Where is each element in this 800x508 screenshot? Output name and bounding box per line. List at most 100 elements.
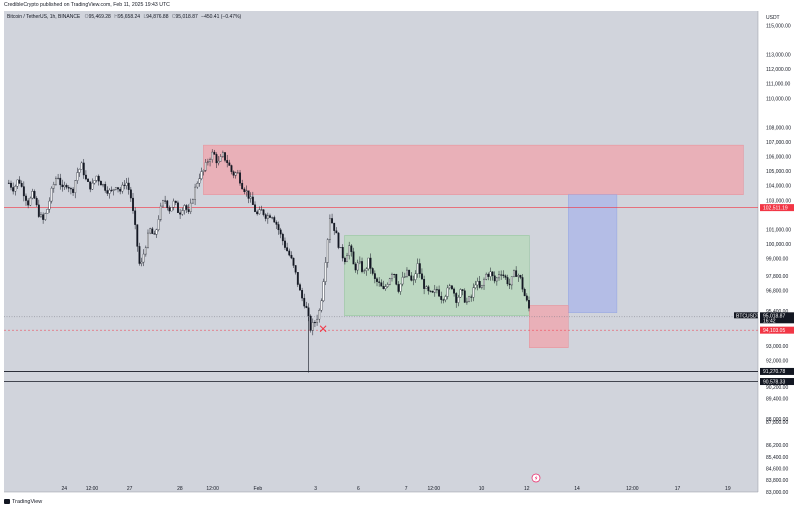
candle-body — [134, 210, 137, 225]
candle-body — [46, 209, 49, 214]
candle-body — [172, 200, 175, 208]
candle-body — [61, 184, 64, 188]
candle-body — [427, 286, 430, 292]
candle-body — [55, 178, 57, 185]
x-tick-label: 3 — [314, 486, 317, 492]
candle-body — [382, 286, 385, 289]
x-marker-stroke — [319, 325, 327, 333]
candle-body — [305, 305, 308, 308]
candle-body — [217, 160, 220, 164]
candle-body — [386, 284, 389, 287]
candle-body — [189, 202, 192, 212]
x-tick-label: 28 — [177, 486, 183, 492]
candle-body — [72, 188, 75, 193]
candle-body — [510, 276, 513, 286]
x-tick-label: Feb — [254, 486, 263, 492]
y-tick-label: 100,000.00 — [766, 242, 791, 248]
candle-body — [333, 222, 336, 231]
candle-body — [119, 188, 122, 192]
candle-body — [35, 197, 38, 206]
candle-body — [215, 154, 218, 164]
candle-body — [301, 290, 304, 299]
legend: Bitcoin / TetherUS, 1h, BINANCE O95,469.… — [7, 14, 242, 20]
candle-body — [403, 276, 406, 278]
candle-body — [142, 253, 145, 263]
candle-body — [12, 187, 15, 192]
candle-body — [27, 200, 30, 206]
candle-body — [376, 278, 378, 282]
candle-body — [294, 265, 297, 273]
legend-l-label: L — [143, 14, 146, 20]
candle-body — [82, 162, 85, 176]
candle-body — [97, 175, 100, 182]
candle-body — [438, 289, 441, 297]
candle-body — [463, 290, 466, 303]
candle-body — [275, 221, 278, 225]
price-tag-label: 102,511.19 — [763, 205, 788, 211]
candle-body — [468, 296, 470, 302]
candle-body — [380, 282, 383, 287]
candle-body — [254, 204, 256, 212]
candle-body — [117, 187, 119, 190]
y-tick-label: 99,000.00 — [766, 257, 788, 263]
candle-body — [29, 197, 32, 206]
lightning-icon[interactable] — [531, 473, 541, 483]
y-tick-label: 106,000.00 — [766, 155, 791, 161]
candle-body — [168, 207, 171, 212]
candle-body — [455, 293, 458, 303]
candle-body — [324, 262, 327, 282]
x-tick-label: 27 — [127, 486, 133, 492]
candle-body — [337, 232, 340, 248]
candle-body — [224, 152, 226, 161]
candle-body — [508, 283, 511, 286]
candle-body — [198, 178, 201, 184]
candle-body — [354, 263, 357, 271]
candle-body — [149, 228, 152, 234]
candle-body — [491, 271, 494, 276]
candle-body — [132, 197, 134, 211]
candle-body — [502, 274, 505, 276]
candle-body — [457, 296, 460, 303]
candle-body — [37, 204, 40, 217]
candle-body — [129, 189, 132, 199]
candle-body — [260, 209, 263, 211]
candle-body — [328, 218, 331, 240]
candle-body — [258, 209, 261, 215]
candle-body — [515, 270, 518, 277]
candle-body — [151, 228, 154, 234]
price-axis[interactable]: 115,000.00 113,000.00 112,000.00 111,000.00… — [766, 23, 791, 495]
candle-body — [78, 169, 81, 173]
time-axis[interactable]: 24 12:00 27 28 12:00 Feb 3 6 7 12:00 10 12 14 12:00 17… — [62, 486, 731, 492]
candle-body — [465, 301, 468, 303]
candle-body — [138, 246, 141, 264]
candle-body — [179, 212, 182, 215]
candle-body — [361, 261, 363, 272]
candle-body — [7, 182, 10, 184]
candle-body — [33, 191, 36, 199]
candle-body — [371, 268, 374, 274]
candle-body — [341, 247, 344, 259]
candle-body — [234, 172, 237, 176]
candle-body — [99, 180, 102, 186]
candle-body — [339, 247, 342, 249]
candle-body — [408, 269, 411, 276]
y-tick-label: 115,000.00 — [766, 23, 791, 29]
candle-body — [476, 281, 479, 286]
currency-label[interactable]: USDT — [766, 15, 780, 21]
candle-body — [331, 218, 333, 224]
candle-body — [474, 284, 477, 289]
candle-body — [22, 186, 25, 197]
candle-body — [159, 205, 162, 220]
price-tag — [760, 367, 794, 375]
candle-body — [378, 281, 381, 283]
footer-brand[interactable]: TradingView — [12, 499, 43, 505]
tradingview-logo-icon[interactable] — [4, 499, 10, 505]
candle-body — [433, 289, 436, 293]
y-tick-label: 96,800.00 — [766, 289, 788, 295]
candle-body — [209, 159, 211, 162]
candle-body — [393, 274, 396, 275]
candle-body — [239, 172, 241, 184]
candle-body — [245, 190, 248, 192]
candle-body — [247, 190, 250, 199]
